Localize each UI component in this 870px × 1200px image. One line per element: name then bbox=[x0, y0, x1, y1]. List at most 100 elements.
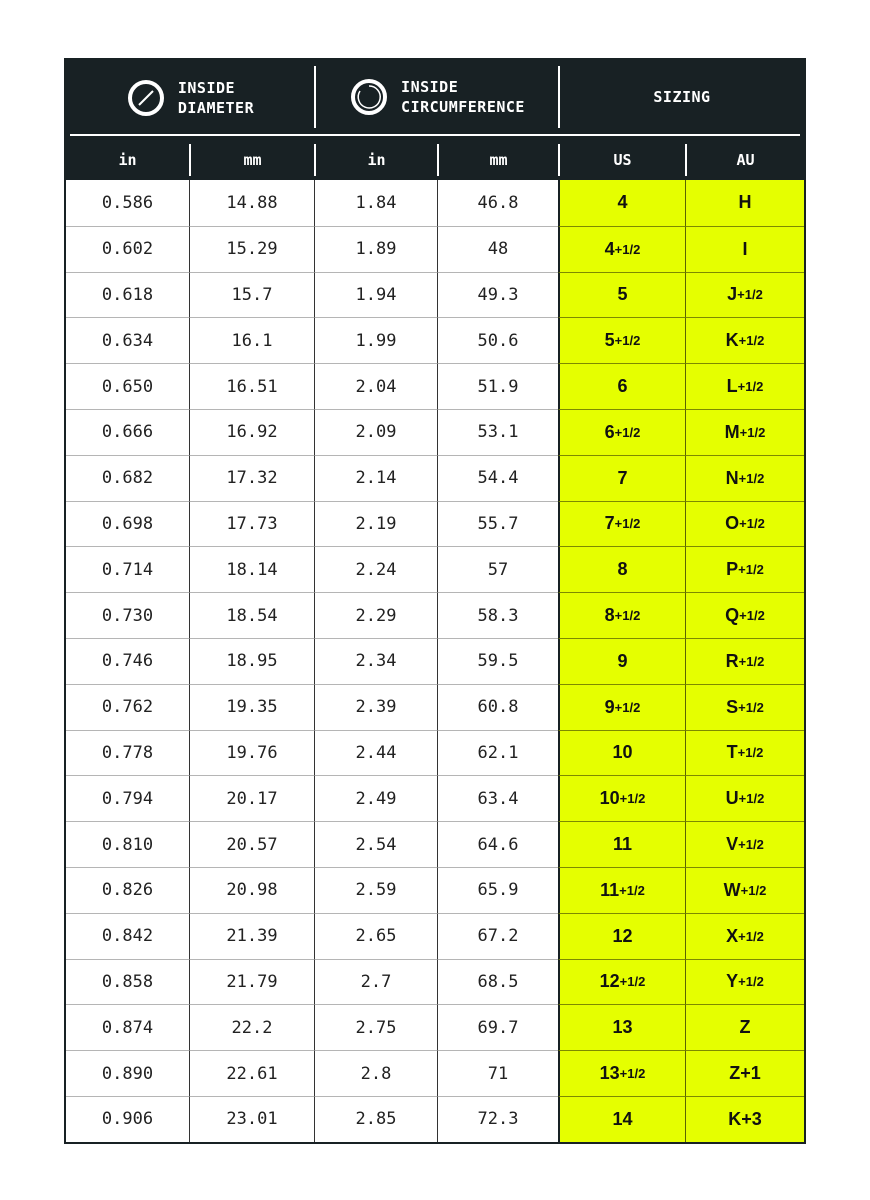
cell-circumference-in: 2.04 bbox=[314, 363, 437, 409]
cell-au-size: Z+1 bbox=[685, 1050, 804, 1096]
table-row: 0.602 15.29 1.89 48 4 +1/2 I bbox=[66, 225, 804, 272]
cell-circumference-in: 2.14 bbox=[314, 454, 437, 501]
us-size: 10 bbox=[612, 742, 633, 763]
au-size: Z+1 bbox=[729, 1063, 761, 1084]
au-size-fraction: +1/2 bbox=[738, 333, 765, 349]
au-size: O bbox=[725, 513, 740, 534]
au-size-fraction: +1/2 bbox=[738, 562, 764, 578]
cell-circumference-in: 2.29 bbox=[314, 592, 437, 638]
au-size: J bbox=[727, 284, 738, 305]
cell-circumference-in: 2.85 bbox=[314, 1095, 437, 1142]
cell-diameter-mm: 23.01 bbox=[189, 1095, 314, 1142]
table-row: 0.842 21.39 2.65 67.2 12 X +1/2 bbox=[66, 912, 804, 959]
cell-au-size: I bbox=[685, 225, 804, 272]
cell-circumference-in: 2.24 bbox=[314, 546, 437, 593]
group-line1: INSIDE bbox=[177, 79, 236, 97]
cell-diameter-mm: 17.32 bbox=[189, 454, 314, 501]
table-row: 0.714 18.14 2.24 57 8 P +1/2 bbox=[66, 546, 804, 593]
au-size: I bbox=[742, 238, 748, 259]
cell-diameter-in: 0.874 bbox=[66, 1004, 189, 1050]
cell-us-size: 10 +1/2 bbox=[558, 775, 685, 822]
cell-diameter-mm: 18.14 bbox=[189, 546, 314, 593]
cell-us-size: 10 bbox=[558, 729, 685, 776]
cell-diameter-in: 0.890 bbox=[66, 1050, 189, 1096]
cell-us-size: 5 bbox=[558, 271, 685, 318]
cell-circumference-mm: 51.9 bbox=[437, 363, 558, 409]
column-header-row: in mm in mm US AU bbox=[66, 136, 804, 180]
au-size: R bbox=[725, 650, 739, 671]
table-body: 0.586 14.88 1.84 46.8 4 H 0.602 15.29 1.89 48 4 +1/… bbox=[66, 180, 804, 1142]
table-row: 0.906 23.01 2.85 72.3 14 K+3 bbox=[66, 1095, 804, 1142]
cell-diameter-mm: 19.76 bbox=[189, 729, 314, 776]
au-size: K bbox=[725, 330, 739, 351]
cell-diameter-mm: 15.7 bbox=[189, 271, 314, 318]
col-circumference-in: in bbox=[314, 144, 437, 176]
cell-circumference-in: 2.54 bbox=[314, 821, 437, 867]
group-line2: CIRCUMFERENCE bbox=[401, 98, 525, 116]
cell-us-size: 5 +1/2 bbox=[558, 317, 685, 364]
cell-circumference-mm: 59.5 bbox=[437, 637, 558, 684]
table-row: 0.682 17.32 2.14 54.4 7 N +1/2 bbox=[66, 454, 804, 501]
diameter-icon bbox=[127, 80, 164, 116]
cell-us-size: 11 bbox=[558, 821, 685, 867]
cell-diameter-in: 0.762 bbox=[66, 683, 189, 730]
us-size-fraction: +1/2 bbox=[614, 333, 641, 349]
au-size-fraction: +1/2 bbox=[738, 653, 765, 669]
group-line1: SIZING bbox=[653, 88, 711, 106]
cell-diameter-mm: 21.39 bbox=[189, 912, 314, 959]
cell-diameter-mm: 18.95 bbox=[189, 637, 314, 684]
au-size-fraction: +1/2 bbox=[739, 608, 765, 624]
cell-circumference-in: 2.75 bbox=[314, 1004, 437, 1051]
cell-au-size: O +1/2 bbox=[685, 500, 804, 547]
cell-circumference-mm: 64.6 bbox=[437, 821, 558, 867]
au-size: P bbox=[726, 559, 739, 580]
cell-diameter-in: 0.634 bbox=[66, 317, 189, 363]
cell-circumference-mm: 71 bbox=[437, 1050, 558, 1096]
cell-circumference-in: 2.39 bbox=[314, 683, 437, 730]
cell-diameter-mm: 20.57 bbox=[189, 821, 314, 867]
au-size-fraction: +1/2 bbox=[738, 928, 764, 944]
cell-us-size: 14 bbox=[558, 1095, 685, 1142]
au-size-fraction: +1/2 bbox=[738, 837, 764, 853]
cell-au-size: X +1/2 bbox=[685, 912, 804, 959]
cell-circumference-mm: 53.1 bbox=[437, 408, 558, 455]
cell-au-size: Z bbox=[685, 1004, 804, 1051]
cell-circumference-mm: 69.7 bbox=[437, 1004, 558, 1051]
cell-us-size: 8 bbox=[558, 546, 685, 593]
cell-circumference-in: 1.99 bbox=[314, 317, 437, 364]
table-row: 0.858 21.79 2.7 68.5 12 +1/2 Y +1/2 bbox=[66, 958, 804, 1005]
cell-au-size: U +1/2 bbox=[685, 775, 804, 822]
us-size-fraction: +1/2 bbox=[619, 1066, 646, 1082]
col-au: AU bbox=[685, 144, 804, 176]
cell-diameter-mm: 15.29 bbox=[189, 225, 314, 272]
cell-diameter-in: 0.618 bbox=[66, 271, 189, 318]
au-size-fraction: +1/2 bbox=[737, 745, 764, 761]
us-size-fraction: +1/2 bbox=[614, 699, 641, 715]
au-size: N bbox=[725, 467, 739, 488]
cell-diameter-in: 0.842 bbox=[66, 912, 189, 959]
us-size: 11 bbox=[612, 834, 633, 855]
cell-circumference-mm: 68.5 bbox=[437, 958, 558, 1005]
us-size: 7 bbox=[617, 467, 628, 488]
cell-circumference-mm: 57 bbox=[437, 546, 558, 593]
au-size-fraction: +1/2 bbox=[738, 470, 765, 486]
cell-us-size: 13 +1/2 bbox=[558, 1050, 685, 1096]
us-size: 4 bbox=[604, 238, 615, 259]
cell-circumference-in: 2.49 bbox=[314, 775, 437, 822]
cell-diameter-mm: 14.88 bbox=[189, 180, 314, 226]
circumference-icon bbox=[351, 79, 388, 115]
cell-circumference-in: 2.19 bbox=[314, 500, 437, 547]
cell-diameter-mm: 22.2 bbox=[189, 1004, 314, 1051]
table-row: 0.730 18.54 2.29 58.3 8 +1/2 Q +1/2 bbox=[66, 592, 804, 638]
cell-us-size: 12 bbox=[558, 912, 685, 959]
cell-circumference-in: 2.8 bbox=[314, 1050, 437, 1096]
cell-diameter-mm: 19.35 bbox=[189, 683, 314, 730]
cell-diameter-in: 0.778 bbox=[66, 729, 189, 776]
us-size-fraction: +1/2 bbox=[619, 791, 646, 807]
au-size-fraction: +1/2 bbox=[739, 424, 766, 440]
us-size-fraction: +1/2 bbox=[619, 882, 645, 898]
cell-au-size: L +1/2 bbox=[685, 363, 804, 409]
au-size: L bbox=[726, 376, 738, 397]
col-circumference-mm: mm bbox=[437, 144, 558, 176]
cell-circumference-mm: 58.3 bbox=[437, 592, 558, 638]
